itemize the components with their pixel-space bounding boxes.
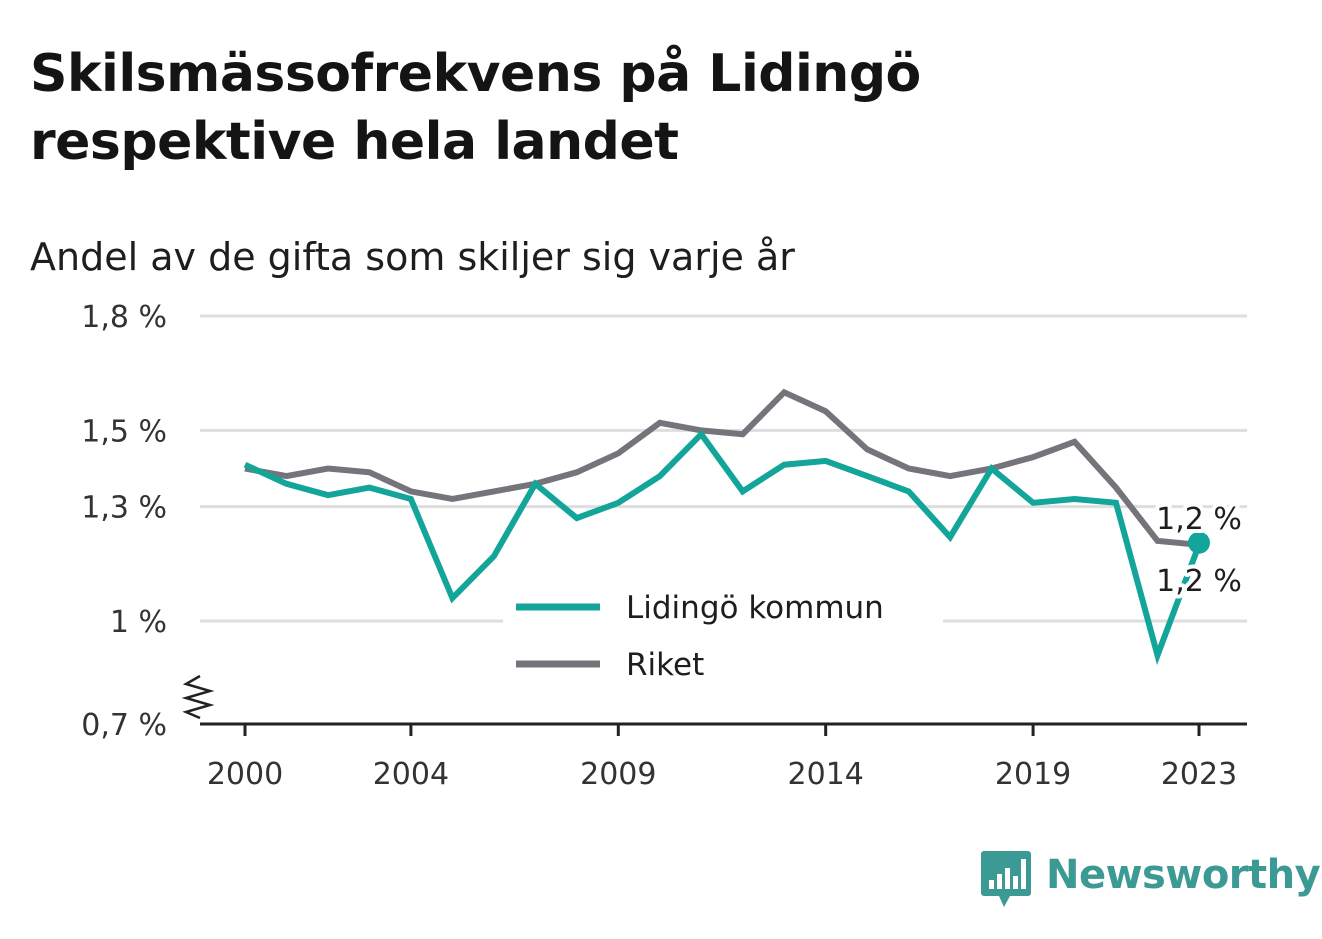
- end-label-halo: 1,2 %: [1156, 564, 1242, 599]
- series-line-lidingo: [243, 429, 1202, 666]
- end-label: 1,2 %: [1156, 564, 1242, 599]
- series-lines: [243, 388, 1210, 666]
- x-tick-label: 2014: [788, 757, 864, 792]
- x-tick-label: 2009: [580, 757, 656, 792]
- axis-break-icon: [181, 674, 215, 720]
- end-labels: 1,2 %1,2 %1,2 %1,2 %: [1152, 498, 1246, 603]
- brand-name: Newsworthy: [1046, 852, 1321, 898]
- y-tick-label: 1,3 %: [81, 491, 167, 526]
- end-point-marker: [1188, 531, 1210, 554]
- end-label-halo: 1,2 %: [1156, 502, 1242, 537]
- series-line-riket: [244, 388, 1200, 548]
- legend-label: Lidingö kommun: [626, 590, 884, 626]
- x-tick-label: 2000: [207, 757, 283, 792]
- chart-subtitle: Andel av de gifta som skiljer sig varje …: [30, 235, 795, 279]
- x-tick-label: 2004: [373, 757, 449, 792]
- x-tick-label: 2023: [1161, 757, 1237, 792]
- end-label: 1,2 %: [1156, 502, 1242, 537]
- newsworthy-logo: Newsworthy: [980, 846, 1321, 912]
- y-tick-label: 1,5 %: [81, 414, 167, 449]
- y-tick-label: 1 %: [110, 605, 167, 640]
- chart-title: Skilsmässofrekvens på Lidingö respektive…: [30, 44, 921, 172]
- y-tick-label: 0,7 %: [81, 708, 167, 743]
- axes: 0,7 % 1 % 1,3 % 1,5 % 1,8 % 2000 2004 2009 2014 2…: [81, 300, 1247, 792]
- bar-chart-speech-bubble-icon: [981, 851, 1031, 907]
- legend-label: Riket: [626, 647, 704, 683]
- legend-background: [503, 578, 943, 688]
- y-tick-label: 1,8 %: [81, 300, 167, 335]
- legend: Lidingö kommun Riket: [503, 578, 943, 688]
- x-tick-label: 2019: [995, 757, 1071, 792]
